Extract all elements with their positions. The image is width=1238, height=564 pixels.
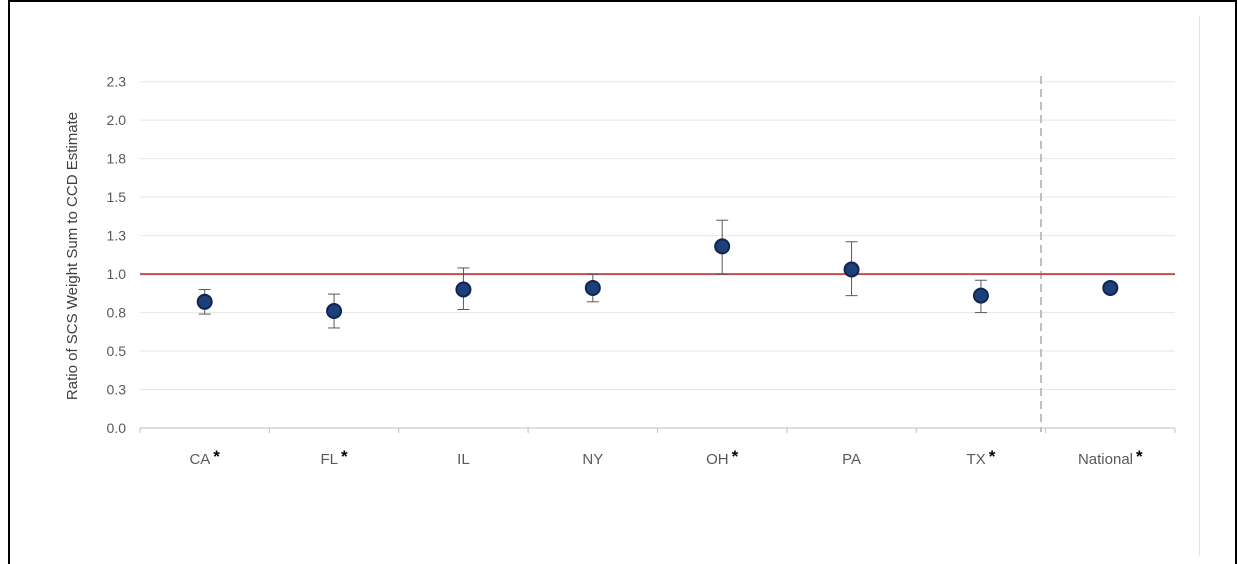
data-point xyxy=(1102,279,1119,296)
y-tick-label: 0.5 xyxy=(107,343,127,359)
panel-edge xyxy=(1199,16,1200,556)
category-name: FL xyxy=(320,451,338,468)
category-name: CA xyxy=(189,451,210,468)
y-tick-label: 0.0 xyxy=(107,420,127,436)
data-point xyxy=(584,279,601,296)
significance-marker: * xyxy=(213,447,220,466)
y-tick-label: 2.3 xyxy=(107,74,127,90)
significance-marker: * xyxy=(1136,447,1143,466)
y-tick-label: 1.8 xyxy=(107,151,127,167)
category-label: NY xyxy=(582,451,603,468)
data-point xyxy=(714,238,731,255)
significance-marker: * xyxy=(989,447,996,466)
category-label: FL * xyxy=(320,447,348,468)
y-tick-label: 1.5 xyxy=(107,189,127,205)
y-tick-label: 2.0 xyxy=(107,112,127,128)
category-label: OH * xyxy=(706,447,739,468)
category-name: National xyxy=(1078,451,1133,468)
category-label: PA xyxy=(842,451,861,468)
data-point xyxy=(196,293,213,310)
category-label: CA * xyxy=(189,447,220,468)
data-point xyxy=(972,287,989,304)
category-name: OH xyxy=(706,451,729,468)
y-tick-label: 1.3 xyxy=(107,228,127,244)
category-name: PA xyxy=(842,451,861,468)
y-tick-label: 0.3 xyxy=(107,382,127,398)
category-label: TX * xyxy=(967,447,996,468)
category-name: TX xyxy=(967,451,986,468)
data-point xyxy=(843,261,860,278)
significance-marker: * xyxy=(732,447,739,466)
category-name: IL xyxy=(457,451,470,468)
y-tick-label: 1.0 xyxy=(107,266,127,282)
category-label: IL xyxy=(457,451,470,468)
data-point xyxy=(326,303,343,320)
y-tick-label: 0.8 xyxy=(107,305,127,321)
y-axis-title: Ratio of SCS Weight Sum to CCD Estimate xyxy=(64,112,81,400)
category-label: National * xyxy=(1078,447,1143,468)
data-point xyxy=(455,281,472,298)
category-name: NY xyxy=(582,451,603,468)
significance-marker: * xyxy=(341,447,348,466)
chart-frame xyxy=(8,0,1237,564)
